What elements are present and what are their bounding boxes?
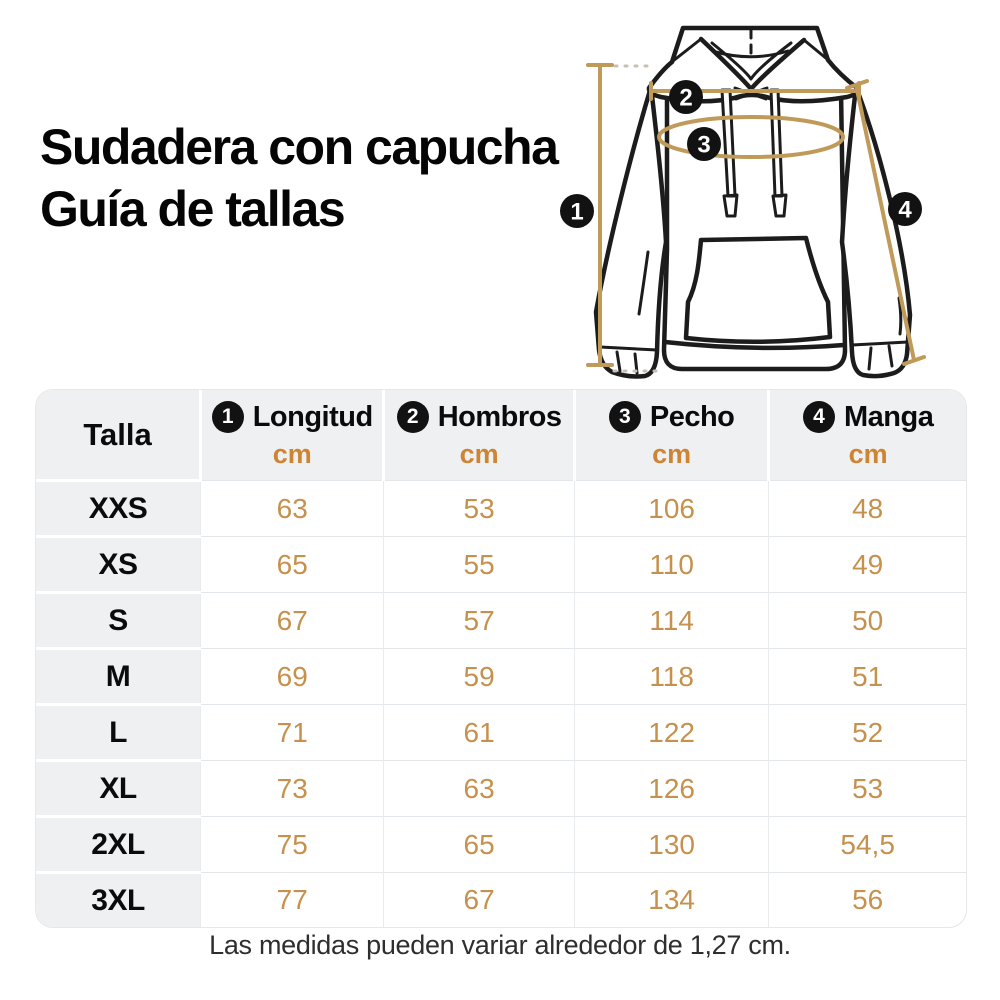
marker-2-circle [669, 80, 703, 114]
marker-3-number: 3 [697, 132, 710, 159]
number-2-badge-icon: 2 [396, 401, 429, 433]
header-pecho-column: 3 Pecho cm [572, 390, 769, 481]
hoodie-illustration: 1 2 3 4 [560, 25, 926, 379]
guide-dotted-lines [612, 64, 662, 373]
pecho-cell: 126 [573, 760, 769, 817]
manga-cell: 52 [768, 704, 966, 761]
length-measure-line [586, 63, 614, 367]
marker-4-number: 4 [898, 197, 912, 224]
header-manga-column: 4 Manga cm [767, 390, 966, 481]
marker-4-circle [888, 192, 922, 226]
longitud-cell: 65 [200, 536, 384, 593]
manga-cell: 53 [768, 760, 966, 817]
hombros-column-label: Hombros [437, 400, 562, 433]
manga-cell: 56 [768, 872, 966, 927]
header-size-column: Talla [36, 390, 201, 481]
longitud-cell: 67 [200, 592, 384, 649]
sleeve-measure-line [845, 79, 926, 366]
marker-3-circle [687, 127, 721, 161]
table-row: 3XL 77 67 134 56 [36, 871, 966, 927]
hombros-cell: 63 [383, 760, 575, 817]
measurement-lines [586, 63, 926, 373]
table-row: S 67 57 114 50 [36, 591, 966, 649]
table-row: XS 65 55 110 49 [36, 535, 966, 593]
pecho-unit-label: cm [652, 438, 692, 469]
longitud-cell: 69 [200, 648, 384, 705]
header-hombros-column: 2 Hombros cm [382, 390, 575, 481]
number-3-badge-icon: 3 [608, 401, 641, 433]
table-row: L 71 61 122 52 [36, 703, 966, 761]
pecho-cell: 118 [573, 648, 769, 705]
size-cell: M [36, 647, 201, 705]
longitud-column-label: Longitud [252, 400, 374, 433]
size-cell: L [36, 703, 201, 761]
hombros-cell: 59 [383, 648, 575, 705]
size-cell: S [36, 591, 201, 649]
pecho-cell: 122 [573, 704, 769, 761]
number-1-badge-icon: 1 [211, 401, 244, 433]
table-row: XXS 63 53 106 48 [36, 479, 966, 537]
size-column-label: Talla [83, 416, 152, 452]
hombros-cell: 61 [383, 704, 575, 761]
pecho-cell: 106 [573, 480, 769, 537]
size-cell: XXS [36, 479, 201, 537]
longitud-cell: 73 [200, 760, 384, 817]
pecho-cell: 110 [573, 536, 769, 593]
marker-1-circle [560, 194, 594, 228]
size-cell: XL [36, 759, 201, 817]
hombros-unit-label: cm [459, 438, 499, 469]
left-sleeve [593, 84, 669, 379]
longitud-cell: 75 [200, 816, 384, 873]
manga-cell: 54,5 [768, 816, 966, 873]
hombros-cell: 57 [383, 592, 575, 649]
manga-column-label: Manga [843, 400, 934, 433]
hombros-cell: 55 [383, 536, 575, 593]
table-row: XL 73 63 126 53 [36, 759, 966, 817]
pecho-cell: 130 [573, 816, 769, 873]
header-longitud-column: 1 Longitud cm [199, 390, 384, 481]
table-row: M 69 59 118 51 [36, 647, 966, 705]
table-header-row: Talla 1 Longitud cm 2 Hombros [36, 390, 966, 481]
size-cell: XS [36, 535, 201, 593]
size-cell: 3XL [36, 871, 201, 927]
pecho-column-label: Pecho [649, 400, 735, 433]
number-4-badge-icon: 4 [802, 401, 835, 433]
marker-1-number: 1 [570, 199, 583, 226]
marker-2-number: 2 [679, 85, 692, 112]
right-sleeve [839, 84, 913, 379]
manga-unit-label: cm [848, 438, 888, 469]
longitud-cell: 71 [200, 704, 384, 761]
pecho-cell: 114 [573, 592, 769, 649]
size-table: Talla 1 Longitud cm 2 Hombros [35, 389, 967, 928]
hombros-cell: 53 [383, 480, 575, 537]
manga-cell: 51 [768, 648, 966, 705]
hombros-cell: 67 [383, 872, 575, 927]
manga-cell: 48 [768, 480, 966, 537]
longitud-cell: 77 [200, 872, 384, 927]
measurement-disclaimer: Las medidas pueden variar alrededor de 1… [209, 930, 791, 960]
manga-cell: 50 [768, 592, 966, 649]
size-cell: 2XL [36, 815, 201, 873]
longitud-cell: 63 [200, 480, 384, 537]
page-title-line1: Sudadera con capucha [40, 119, 559, 175]
kangaroo-pocket [683, 235, 833, 345]
manga-cell: 49 [768, 536, 966, 593]
pecho-cell: 134 [573, 872, 769, 927]
chest-measure-ellipse [657, 115, 845, 159]
page-title: Sudadera con capucha Guía de tallas [40, 116, 559, 240]
drawstrings [720, 88, 788, 218]
hombros-cell: 65 [383, 816, 575, 873]
table-row: 2XL 75 65 130 54,5 [36, 815, 966, 873]
measurement-markers: 1 2 3 4 [560, 80, 922, 228]
page-title-line2: Guía de tallas [40, 181, 346, 237]
longitud-unit-label: cm [272, 438, 312, 469]
